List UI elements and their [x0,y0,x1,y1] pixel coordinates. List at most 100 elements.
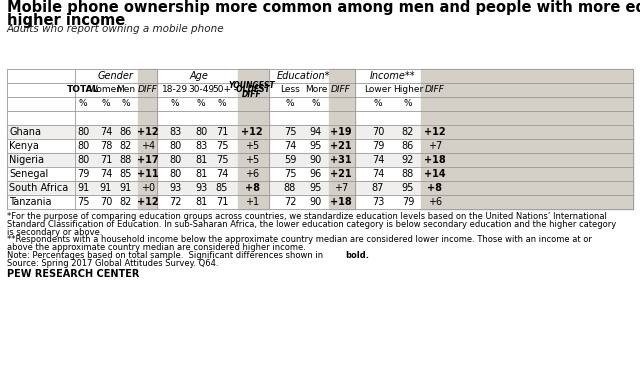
Text: +6: +6 [245,169,259,179]
Text: +7: +7 [428,141,442,151]
Text: higher income: higher income [7,13,125,28]
Text: Gender: Gender [98,71,134,81]
Text: +8: +8 [428,183,442,193]
Text: +18: +18 [330,197,352,207]
Text: 80: 80 [77,141,89,151]
Text: 75: 75 [77,197,89,207]
Text: 90: 90 [310,197,322,207]
Text: Adults who report owning a mobile phone: Adults who report owning a mobile phone [7,24,225,34]
Bar [7,195,633,209]
Bar [7,139,633,153]
Text: %: % [122,100,131,108]
Bar [421,167,633,181]
Bar [421,195,633,209]
Text: 80: 80 [169,155,181,165]
Text: +12: +12 [137,127,159,137]
Text: 81: 81 [195,197,207,207]
Text: 85: 85 [120,169,132,179]
Text: 74: 74 [372,155,384,165]
Text: +5: +5 [245,141,259,151]
Text: %: % [79,100,87,108]
Text: **Respondents with a household income below the approximate country median are c: **Respondents with a household income be… [7,235,592,244]
Text: -OLDEST: -OLDEST [234,86,271,94]
Text: bold.: bold. [345,251,369,260]
Bar [329,139,355,153]
Text: 81: 81 [195,169,207,179]
Text: 50+: 50+ [212,86,232,94]
Text: 90: 90 [310,155,322,165]
Text: +21: +21 [330,169,352,179]
Text: %: % [404,100,412,108]
Text: 93: 93 [195,183,207,193]
Text: 30-49: 30-49 [188,86,214,94]
Text: Tanzania: Tanzania [9,197,51,207]
Bar [138,125,157,139]
Text: DIFF: DIFF [138,86,158,94]
Text: Higher: Higher [393,86,423,94]
Bar [329,69,355,209]
Bar [329,181,355,195]
Text: *For the purpose of comparing education groups across countries, we standardize : *For the purpose of comparing education … [7,212,607,221]
Text: 82: 82 [120,197,132,207]
Text: 79: 79 [402,197,414,207]
Text: DIFF: DIFF [425,86,445,94]
Text: 75: 75 [284,169,296,179]
Bar [138,181,157,195]
Text: +0: +0 [141,183,155,193]
Bar [421,125,633,139]
Text: 88: 88 [402,169,414,179]
Bar [238,181,269,195]
Text: Income**: Income** [370,71,416,81]
Text: 74: 74 [100,169,112,179]
Text: 74: 74 [100,127,112,137]
Text: PEW RESEARCH CENTER: PEW RESEARCH CENTER [7,269,140,279]
Text: +12: +12 [137,197,159,207]
Text: Education*: Education* [276,71,330,81]
Text: 70: 70 [372,127,384,137]
Text: 70: 70 [100,197,112,207]
Text: 72: 72 [284,197,296,207]
Text: 59: 59 [284,155,296,165]
Text: +19: +19 [330,127,352,137]
Text: 80: 80 [169,141,181,151]
Text: +12: +12 [241,127,263,137]
Text: 95: 95 [310,183,322,193]
Text: Men: Men [116,86,136,94]
Text: 83: 83 [195,141,207,151]
Text: +7: +7 [334,183,348,193]
Bar [238,153,269,167]
Text: YOUNGEST: YOUNGEST [228,81,275,90]
Text: 80: 80 [77,127,89,137]
Text: 82: 82 [402,127,414,137]
Text: 75: 75 [216,141,228,151]
Bar [329,153,355,167]
Text: 71: 71 [100,155,112,165]
Text: 74: 74 [372,169,384,179]
Bar [7,125,633,139]
Text: 75: 75 [284,127,296,137]
Text: 79: 79 [77,169,89,179]
Text: %: % [218,100,227,108]
Text: 72: 72 [169,197,181,207]
Text: +11: +11 [137,169,159,179]
Text: 91: 91 [120,183,132,193]
Text: 80: 80 [169,169,181,179]
Bar [421,153,633,167]
Text: +6: +6 [428,197,442,207]
Text: 88: 88 [284,183,296,193]
Text: 93: 93 [169,183,181,193]
Text: 92: 92 [402,155,414,165]
Text: 80: 80 [77,155,89,165]
Text: +31: +31 [330,155,352,165]
Text: DIFF: DIFF [242,90,262,99]
Text: Age: Age [189,71,208,81]
Text: Note: Percentages based on total sample.  Significant differences shown in: Note: Percentages based on total sample.… [7,251,326,260]
Text: 82: 82 [120,141,132,151]
Text: Lower: Lower [364,86,392,94]
Bar [238,139,269,153]
Bar [238,69,269,209]
Text: %: % [102,100,110,108]
Text: 96: 96 [310,169,322,179]
Bar [329,125,355,139]
Text: 78: 78 [100,141,112,151]
